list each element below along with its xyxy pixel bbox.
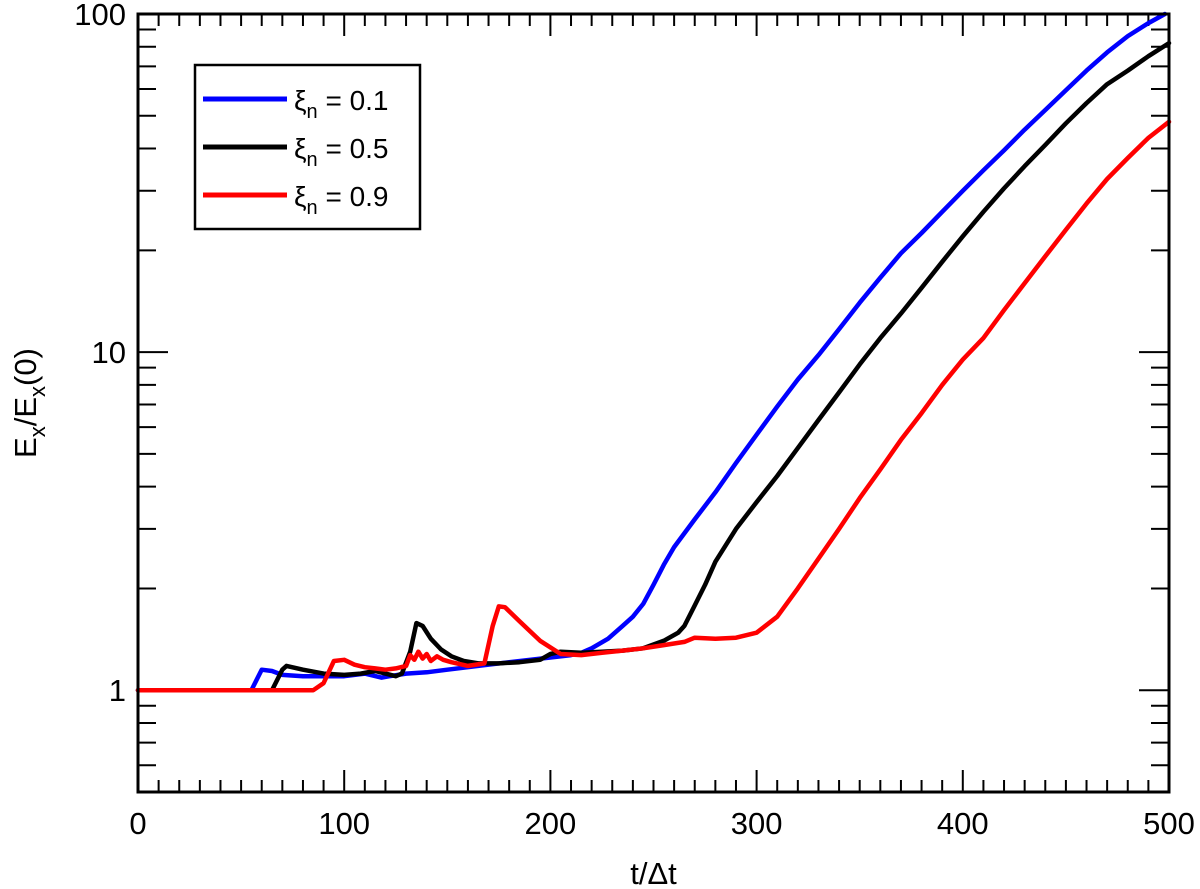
x-tick-label: 400 (937, 806, 989, 841)
x-tick-label: 300 (731, 806, 783, 841)
y-axis-title-slash: /E (8, 397, 43, 426)
series-line-0 (135, 11, 1168, 693)
x-tick-label: 500 (1143, 806, 1195, 841)
y-tick-label: 10 (92, 335, 126, 370)
y-axis-title-sub: x (25, 426, 50, 437)
legend-label-series-1: ξn = 0.5 (294, 133, 389, 171)
y-axis-title-main: E (8, 437, 43, 458)
legend: ξn = 0.1 ξn = 0.5 ξn = 0.9 (193, 63, 422, 231)
y-axis-title-tail: (0) (8, 348, 43, 386)
x-tick-label: 100 (318, 806, 370, 841)
y-tick-label: 100 (74, 0, 126, 32)
tick-labels: 0 100 200 300 400 500 1 10 100 (74, 0, 1195, 841)
series-line-2 (135, 119, 1172, 693)
legend-label-series-2: ξn = 0.9 (294, 181, 389, 219)
x-tick-label: 200 (525, 806, 577, 841)
y-axis-title: Ex/Ex(0) (8, 348, 50, 458)
x-axis-title: t/Δt (630, 856, 677, 889)
x-tick-label: 0 (129, 806, 146, 841)
series-layer (135, 11, 1172, 693)
legend-label-series-0: ξn = 0.1 (294, 85, 389, 123)
y-tick-label: 1 (109, 673, 126, 708)
plot-frame (136, 12, 1171, 794)
y-axis-title-sub2: x (25, 386, 50, 397)
